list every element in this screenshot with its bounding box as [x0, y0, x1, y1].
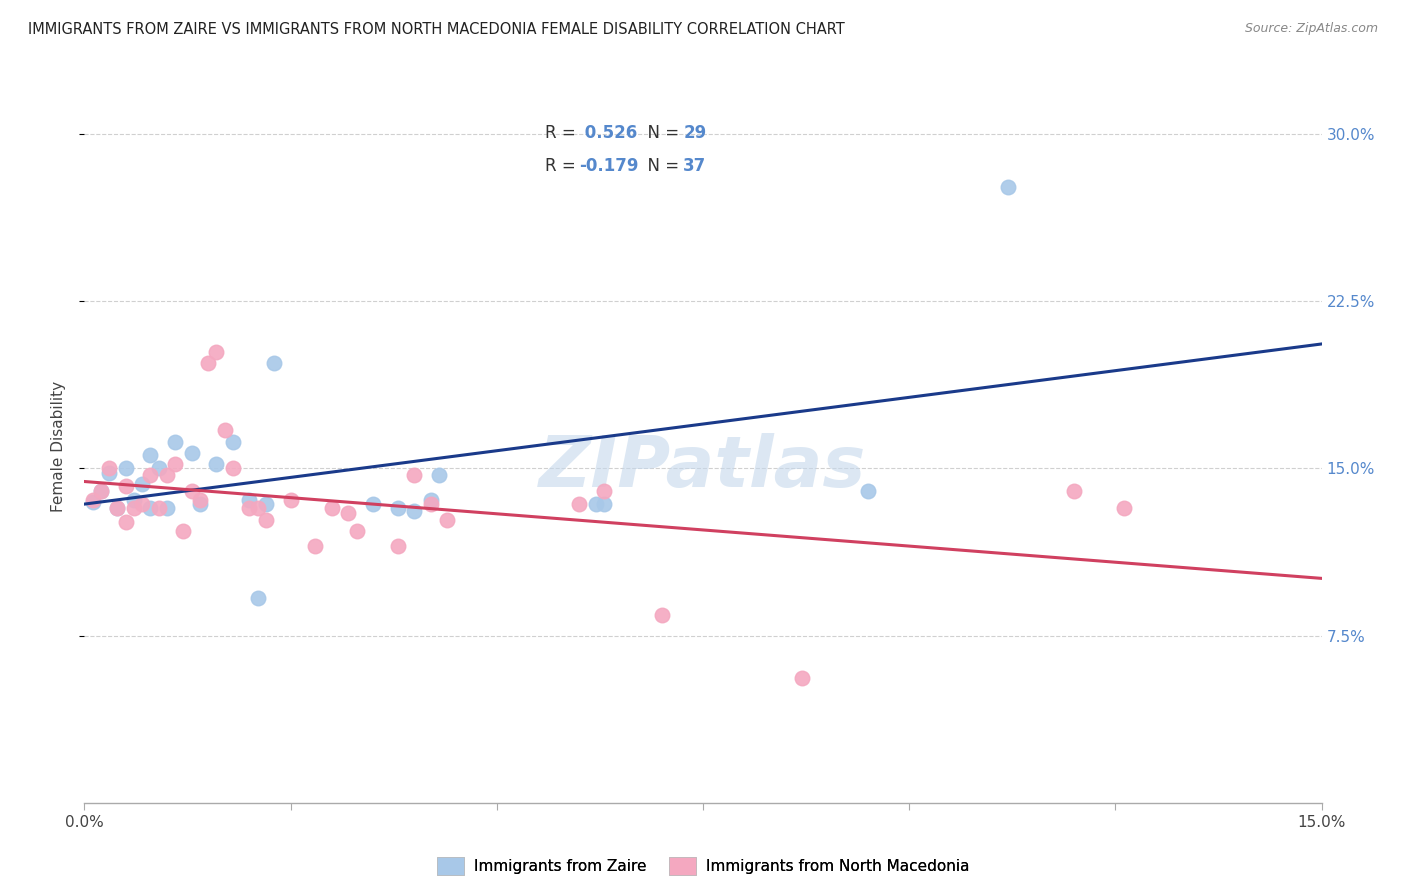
Point	[263, 356, 285, 371]
Point	[593, 497, 616, 511]
Text: ZIPatlas: ZIPatlas	[540, 433, 866, 502]
Point	[387, 539, 409, 553]
Point	[997, 180, 1019, 194]
Legend: Immigrants from Zaire, Immigrants from North Macedonia: Immigrants from Zaire, Immigrants from N…	[430, 851, 976, 880]
Point	[139, 467, 162, 482]
Point	[131, 476, 153, 491]
Point	[1112, 501, 1135, 516]
Point	[98, 466, 121, 480]
Point	[856, 483, 879, 498]
Point	[427, 467, 450, 482]
Point	[139, 448, 162, 462]
Point	[361, 497, 384, 511]
Point	[387, 501, 409, 516]
Point	[139, 501, 162, 516]
Point	[82, 492, 104, 507]
Point	[98, 461, 121, 475]
Point	[651, 608, 673, 623]
Point	[156, 501, 179, 516]
Point	[114, 461, 136, 475]
Point	[238, 492, 260, 507]
Point	[419, 492, 441, 507]
Point	[114, 479, 136, 493]
Text: -0.179: -0.179	[579, 157, 638, 175]
Point	[148, 461, 170, 475]
Point	[205, 345, 228, 359]
Point	[197, 356, 219, 371]
Point	[114, 515, 136, 529]
Point	[205, 457, 228, 471]
Point	[568, 497, 591, 511]
Text: IMMIGRANTS FROM ZAIRE VS IMMIGRANTS FROM NORTH MACEDONIA FEMALE DISABILITY CORRE: IMMIGRANTS FROM ZAIRE VS IMMIGRANTS FROM…	[28, 22, 845, 37]
Point	[188, 492, 211, 507]
Text: 0.526: 0.526	[579, 125, 637, 143]
Text: N =: N =	[637, 125, 685, 143]
Point	[90, 483, 112, 498]
Point	[254, 512, 277, 526]
Point	[172, 524, 194, 538]
Point	[436, 512, 458, 526]
Point	[148, 501, 170, 516]
Point	[321, 501, 343, 516]
Point	[593, 483, 616, 498]
Point	[222, 434, 245, 449]
Point	[188, 497, 211, 511]
Point	[346, 524, 368, 538]
Point	[404, 503, 426, 517]
Point	[238, 501, 260, 516]
Point	[105, 501, 128, 516]
Point	[131, 497, 153, 511]
Text: R =: R =	[544, 157, 581, 175]
Point	[246, 501, 269, 516]
Point	[122, 492, 145, 507]
Text: N =: N =	[637, 157, 685, 175]
Y-axis label: Female Disability: Female Disability	[51, 380, 66, 512]
Point	[105, 501, 128, 516]
Point	[585, 497, 607, 511]
Point	[222, 461, 245, 475]
Point	[180, 446, 202, 460]
Point	[790, 671, 813, 685]
Point	[165, 434, 187, 449]
Point	[280, 492, 302, 507]
Point	[246, 591, 269, 605]
Point	[404, 467, 426, 482]
Point	[180, 483, 202, 498]
Text: R =: R =	[544, 125, 581, 143]
Point	[1063, 483, 1085, 498]
Point	[254, 497, 277, 511]
Text: 37: 37	[683, 157, 706, 175]
Text: 29: 29	[683, 125, 706, 143]
Point	[90, 483, 112, 498]
Point	[165, 457, 187, 471]
Point	[337, 506, 360, 520]
Point	[82, 494, 104, 508]
Point	[419, 497, 441, 511]
Point	[156, 467, 179, 482]
Text: Source: ZipAtlas.com: Source: ZipAtlas.com	[1244, 22, 1378, 36]
Point	[122, 501, 145, 516]
Point	[304, 539, 326, 553]
Point	[214, 424, 236, 438]
